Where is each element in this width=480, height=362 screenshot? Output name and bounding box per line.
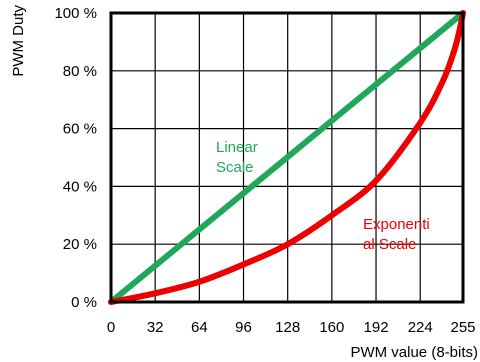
x-tick-label: 255	[450, 319, 475, 336]
x-tick-label: 128	[275, 319, 300, 336]
x-tick-label: 160	[319, 319, 344, 336]
x-tick-label: 192	[364, 319, 389, 336]
linear-scale-annotation: Linear	[216, 139, 258, 156]
y-tick-label: 0 %	[71, 294, 97, 311]
linear-scale-line	[108, 10, 466, 305]
x-tick-label: 32	[147, 319, 164, 336]
y-axis-ticks: 0 % 20 % 40 % 60 % 80 % 100 %	[54, 5, 97, 311]
linear-scale-annotation: Scale	[216, 159, 254, 176]
series-layer	[108, 10, 466, 305]
y-axis-title: PWM Duty	[10, 5, 27, 77]
y-tick-label: 80 %	[63, 63, 97, 80]
annotations: Linear Scale Exponenti al Scale	[216, 139, 430, 253]
y-tick-label: 40 %	[63, 178, 97, 195]
y-tick-label: 100 %	[54, 5, 97, 22]
exponential-scale-annotation: al Scale	[363, 236, 416, 253]
exponential-scale-curve	[108, 10, 466, 305]
x-tick-label: 96	[235, 319, 252, 336]
x-tick-label: 64	[191, 319, 208, 336]
x-tick-label: 224	[408, 319, 433, 336]
y-tick-label: 60 %	[63, 121, 97, 138]
exponential-scale-annotation: Exponenti	[363, 216, 430, 233]
x-axis-title: PWM value (8-bits)	[350, 344, 478, 361]
plot-frame	[109, 11, 465, 304]
x-axis-ticks: 0 32 64 96 128 160 192 224 255	[107, 319, 476, 336]
grid	[111, 13, 463, 302]
y-tick-label: 20 %	[63, 236, 97, 253]
x-tick-label: 0	[107, 319, 115, 336]
